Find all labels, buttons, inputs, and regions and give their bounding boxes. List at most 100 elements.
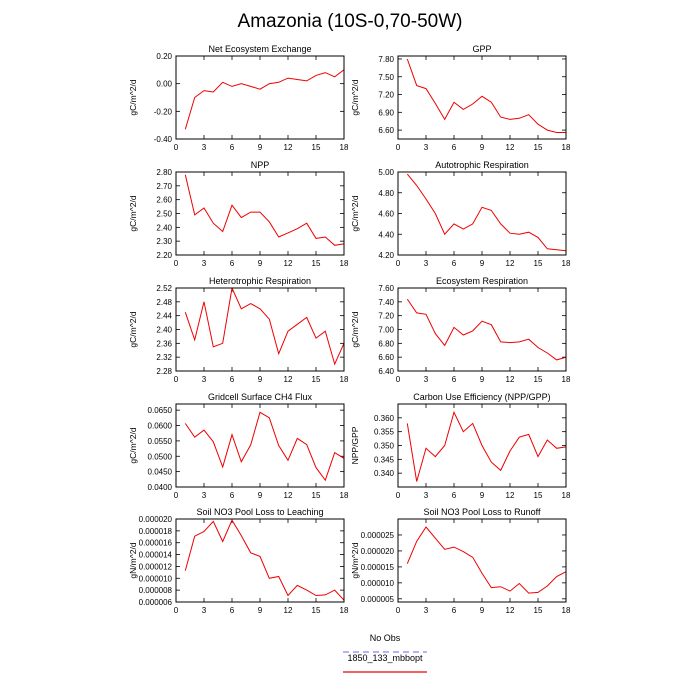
y-tick-label: 2.52 <box>156 284 172 293</box>
x-tick-label: 0 <box>174 259 179 268</box>
legend-label: No Obs <box>370 633 401 643</box>
series-line-1 <box>406 410 566 482</box>
x-tick-label: 3 <box>202 259 207 268</box>
panel-10: Soil NO3 Pool Loss to Runoff gN/m^2/d 0 3 6 9… <box>350 507 571 615</box>
panels: Net Ecosystem Exchange gC/m^2/d 0 3 6 9 12 15 18… <box>128 44 571 615</box>
legend-label: 1850_133_mbbopt <box>347 653 423 663</box>
y-tick-label: 2.80 <box>156 168 172 177</box>
x-tick-label: 9 <box>258 375 263 384</box>
series-line-1 <box>184 69 344 130</box>
y-tick-label: 2.70 <box>156 182 172 191</box>
x-tick-label: 18 <box>340 259 349 268</box>
y-tick-label: 7.40 <box>378 298 394 307</box>
x-tick-label: 0 <box>396 606 401 615</box>
y-tick-label: 0.000020 <box>139 515 173 524</box>
x-tick-label: 12 <box>506 259 515 268</box>
x-tick-label: 18 <box>340 606 349 615</box>
y-tick-label: 0.000025 <box>361 531 395 540</box>
y-tick-label: 0.000014 <box>139 551 173 560</box>
y-tick-label: 4.60 <box>378 210 394 219</box>
y-tick-label: 2.36 <box>156 339 172 348</box>
y-tick-label: 0.350 <box>374 442 395 451</box>
x-tick-label: 12 <box>506 606 515 615</box>
panel-title: Autotrophic Respiration <box>435 160 529 170</box>
y-tick-label: 0.000010 <box>361 579 395 588</box>
x-tick-label: 9 <box>258 491 263 500</box>
plot-frame <box>397 518 567 603</box>
x-tick-label: 12 <box>284 143 293 152</box>
y-tick-label: 6.60 <box>378 353 394 362</box>
plot-frame <box>175 518 345 603</box>
x-tick-label: 6 <box>452 143 457 152</box>
x-tick-label: 0 <box>396 375 401 384</box>
x-tick-label: 12 <box>284 375 293 384</box>
y-tick-label: 0.0450 <box>148 468 173 477</box>
x-tick-label: 12 <box>506 375 515 384</box>
panel-5: Heterotrophic Respiration gC/m^2/d 0 3 6 9 12 1… <box>128 276 349 384</box>
x-tick-label: 15 <box>312 491 321 500</box>
panel-title: NPP <box>251 160 270 170</box>
y-tick-label: 0.000006 <box>139 598 173 607</box>
panel-title: Soil NO3 Pool Loss to Leaching <box>196 507 323 517</box>
panel-8: Carbon Use Efficiency (NPP/GPP) NPP/GPP 0 3… <box>350 392 571 500</box>
panel-title: Soil NO3 Pool Loss to Runoff <box>424 507 541 517</box>
y-tick-label: 2.50 <box>156 210 172 219</box>
y-tick-label: 2.20 <box>156 251 172 260</box>
y-tick-label: 2.48 <box>156 298 172 307</box>
y-tick-label: 2.44 <box>156 312 172 321</box>
x-tick-label: 3 <box>202 375 207 384</box>
y-tick-label: 0.0500 <box>148 452 173 461</box>
y-tick-label: 2.30 <box>156 237 172 246</box>
panel-3: NPP gC/m^2/d 0 3 6 9 12 15 18 2.20 2.30 2.40 2.50 2.6… <box>128 160 349 268</box>
x-tick-label: 18 <box>562 375 571 384</box>
series-line-1 <box>406 173 566 252</box>
x-tick-label: 3 <box>424 606 429 615</box>
x-tick-label: 9 <box>480 606 485 615</box>
y-tick-label: -0.40 <box>154 135 173 144</box>
x-tick-label: 9 <box>480 375 485 384</box>
x-tick-label: 3 <box>202 606 207 615</box>
y-tick-label: 4.80 <box>378 189 394 198</box>
x-tick-label: 12 <box>284 491 293 500</box>
x-tick-label: 15 <box>534 606 543 615</box>
x-tick-label: 15 <box>312 606 321 615</box>
y-tick-label: 6.80 <box>378 339 394 348</box>
legend-item-2: 1850_133_mbbopt <box>343 653 427 673</box>
x-tick-label: 0 <box>174 606 179 615</box>
x-tick-label: 6 <box>230 259 235 268</box>
panel-1: Net Ecosystem Exchange gC/m^2/d 0 3 6 9 12 15 18… <box>128 44 349 152</box>
x-tick-label: 0 <box>396 491 401 500</box>
figure-title: Amazonia (10S-0,70-50W) <box>238 11 463 32</box>
y-tick-label: 4.20 <box>378 251 394 260</box>
y-axis-label: gC/m^2/d <box>128 311 138 347</box>
plot-frame <box>175 403 345 488</box>
y-tick-label: -0.20 <box>154 107 173 116</box>
x-tick-label: 3 <box>424 143 429 152</box>
plot-frame <box>397 55 567 140</box>
series-line-1 <box>184 288 344 366</box>
y-tick-label: 2.40 <box>156 223 172 232</box>
y-axis-label: NPP/GPP <box>350 426 360 464</box>
x-tick-label: 15 <box>312 375 321 384</box>
x-tick-label: 15 <box>534 491 543 500</box>
panel-title: Heterotrophic Respiration <box>209 276 311 286</box>
panel-7: Gridcell Surface CH4 Flux gC/m^2/d 0 3 6 9 12 1… <box>128 392 349 500</box>
series-line-1 <box>406 526 566 594</box>
y-tick-label: 0.00 <box>156 80 172 89</box>
x-tick-label: 12 <box>506 143 515 152</box>
series-line-1 <box>184 411 344 482</box>
x-tick-label: 0 <box>174 375 179 384</box>
x-tick-label: 0 <box>174 143 179 152</box>
y-axis-label: gC/m^2/d <box>350 195 360 231</box>
y-tick-label: 2.40 <box>156 326 172 335</box>
x-tick-label: 3 <box>424 491 429 500</box>
x-tick-label: 9 <box>480 143 485 152</box>
x-tick-label: 9 <box>480 259 485 268</box>
x-tick-label: 12 <box>284 259 293 268</box>
y-tick-label: 2.32 <box>156 353 172 362</box>
x-tick-label: 6 <box>230 606 235 615</box>
y-tick-label: 0.355 <box>374 428 395 437</box>
x-tick-label: 6 <box>230 491 235 500</box>
y-tick-label: 4.40 <box>378 230 394 239</box>
y-tick-label: 0.000012 <box>139 562 173 571</box>
